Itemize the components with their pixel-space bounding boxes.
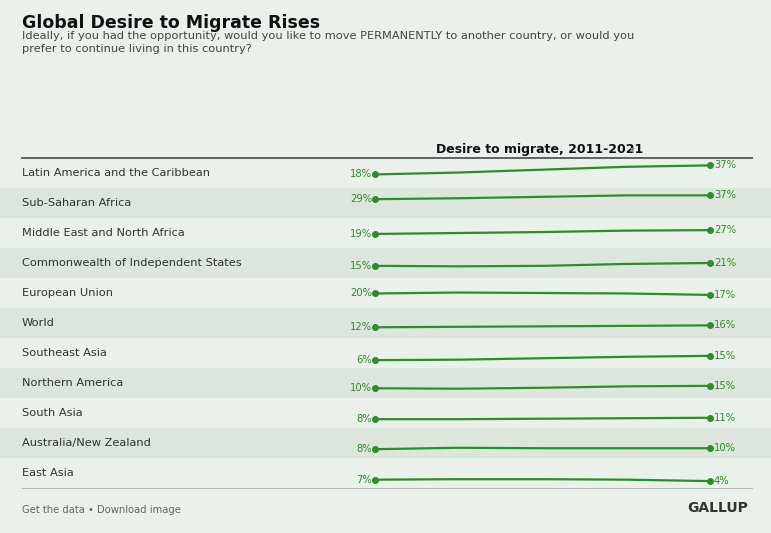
Text: 16%: 16% bbox=[714, 320, 736, 330]
Text: GALLUP: GALLUP bbox=[687, 501, 748, 515]
Text: World: World bbox=[22, 318, 55, 328]
Text: 4%: 4% bbox=[714, 476, 729, 486]
Bar bbox=[0, 308, 771, 338]
Text: Australia/New Zealand: Australia/New Zealand bbox=[22, 438, 151, 448]
Text: Commonwealth of Independent States: Commonwealth of Independent States bbox=[22, 258, 241, 268]
Text: 17%: 17% bbox=[714, 290, 736, 300]
Text: 8%: 8% bbox=[356, 444, 372, 454]
Text: 19%: 19% bbox=[350, 229, 372, 239]
Text: 7%: 7% bbox=[356, 475, 372, 484]
Text: 37%: 37% bbox=[714, 190, 736, 200]
Text: European Union: European Union bbox=[22, 288, 113, 298]
Bar bbox=[0, 158, 771, 188]
Text: East Asia: East Asia bbox=[22, 468, 74, 478]
Text: 15%: 15% bbox=[714, 351, 736, 361]
Bar bbox=[0, 248, 771, 278]
Text: Middle East and North Africa: Middle East and North Africa bbox=[22, 228, 185, 238]
Text: 18%: 18% bbox=[350, 169, 372, 180]
Text: 20%: 20% bbox=[350, 288, 372, 298]
Bar bbox=[0, 188, 771, 218]
Text: Ideally, if you had the opportunity, would you like to move PERMANENTLY to anoth: Ideally, if you had the opportunity, wou… bbox=[22, 31, 635, 41]
Text: 15%: 15% bbox=[714, 381, 736, 391]
Text: 15%: 15% bbox=[350, 261, 372, 271]
Text: 37%: 37% bbox=[714, 160, 736, 171]
Bar bbox=[0, 278, 771, 308]
Text: Southeast Asia: Southeast Asia bbox=[22, 348, 107, 358]
Text: 10%: 10% bbox=[714, 443, 736, 453]
Text: 11%: 11% bbox=[714, 413, 736, 423]
Text: 29%: 29% bbox=[350, 194, 372, 204]
Text: Desire to migrate, 2011-2021: Desire to migrate, 2011-2021 bbox=[436, 142, 644, 156]
Bar bbox=[0, 368, 771, 398]
Text: Sub-Saharan Africa: Sub-Saharan Africa bbox=[22, 198, 131, 208]
Text: Global Desire to Migrate Rises: Global Desire to Migrate Rises bbox=[22, 14, 320, 32]
Text: Northern America: Northern America bbox=[22, 378, 123, 388]
Text: Get the data • Download image: Get the data • Download image bbox=[22, 505, 181, 515]
Bar bbox=[0, 398, 771, 428]
Text: Latin America and the Caribbean: Latin America and the Caribbean bbox=[22, 168, 210, 178]
Bar bbox=[0, 218, 771, 248]
Text: ▾: ▾ bbox=[630, 144, 635, 154]
Bar bbox=[0, 428, 771, 458]
Text: South Asia: South Asia bbox=[22, 408, 82, 418]
Text: 10%: 10% bbox=[350, 383, 372, 393]
Text: 8%: 8% bbox=[356, 414, 372, 424]
Text: 27%: 27% bbox=[714, 225, 736, 235]
Text: 6%: 6% bbox=[356, 355, 372, 365]
Bar bbox=[0, 458, 771, 488]
Text: 12%: 12% bbox=[350, 322, 372, 332]
Text: 21%: 21% bbox=[714, 258, 736, 268]
Text: prefer to continue living in this country?: prefer to continue living in this countr… bbox=[22, 44, 252, 54]
Bar bbox=[0, 338, 771, 368]
